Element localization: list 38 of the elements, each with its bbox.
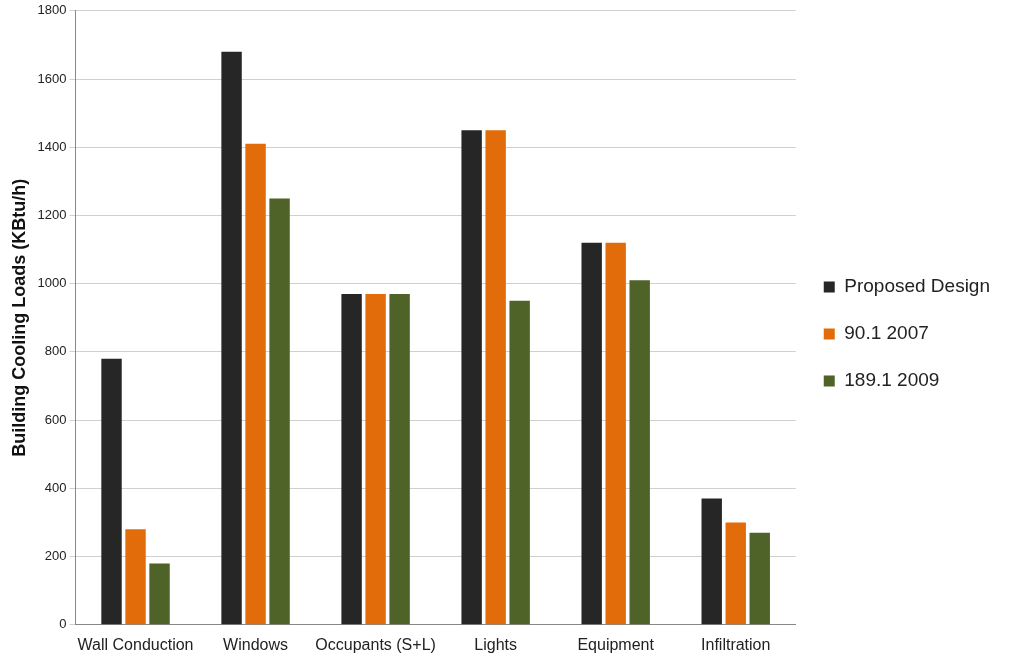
bar [629, 280, 650, 625]
legend-label: Proposed Design [844, 275, 991, 297]
bar [509, 300, 530, 625]
bar [461, 130, 482, 625]
y-tick-label: 200 [44, 548, 67, 564]
y-tick-label: 0 [59, 616, 67, 632]
bar [269, 198, 290, 625]
x-tick-label: Infiltration [701, 635, 771, 653]
y-tick-label: 800 [44, 343, 67, 359]
y-tick-label: 1600 [37, 70, 67, 86]
x-tick-label: Equipment [577, 635, 655, 653]
legend-label: 189.1 2009 [844, 369, 940, 391]
bar [605, 242, 626, 625]
y-tick-label: 1400 [37, 138, 67, 154]
legend-label: 90.1 2007 [844, 322, 929, 344]
y-tick-label: 1200 [37, 207, 67, 223]
y-tick-label: 600 [44, 411, 67, 427]
bar [149, 563, 170, 625]
x-tick-label: Occupants (S+L) [315, 635, 436, 653]
bar [749, 532, 770, 625]
bar [365, 293, 386, 625]
x-tick-label: Wall Conduction [77, 635, 194, 653]
y-tick-label: 1000 [37, 275, 67, 291]
bar [245, 143, 266, 625]
bar [221, 51, 242, 625]
y-tick-label: 1800 [37, 2, 67, 18]
bar [341, 293, 362, 625]
y-axis-title: Building Cooling Loads (KBtu/h) [8, 178, 29, 457]
bar [581, 242, 602, 625]
bar [101, 358, 122, 625]
x-tick-label: Lights [474, 635, 517, 653]
bar [701, 498, 722, 625]
bar [389, 293, 410, 625]
bar [485, 130, 506, 625]
bar [125, 529, 146, 625]
x-tick-label: Windows [223, 635, 289, 653]
y-tick-label: 400 [44, 479, 67, 495]
bar [725, 522, 746, 625]
